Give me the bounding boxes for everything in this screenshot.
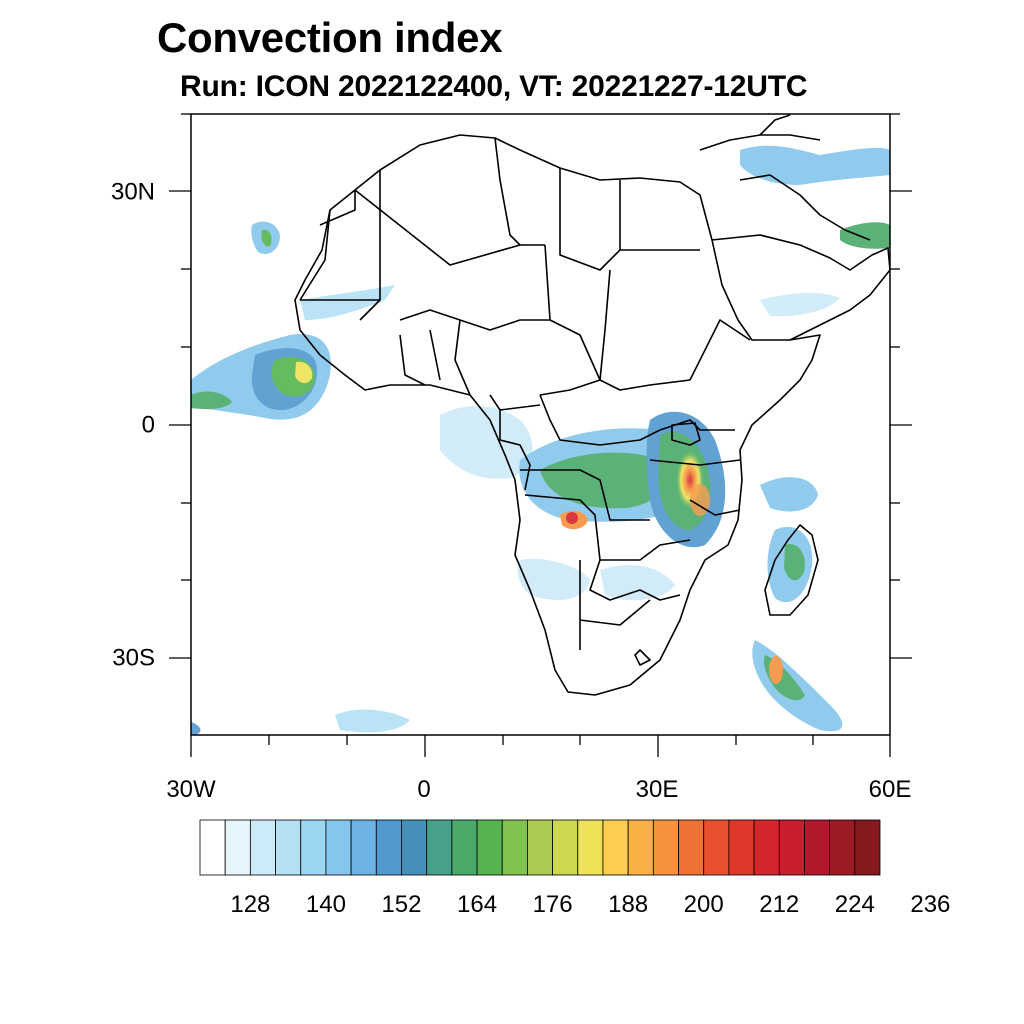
- longitude-label: 30W: [166, 776, 216, 803]
- colorbar-swatch: [224, 819, 251, 876]
- colorbar-swatch: [804, 819, 831, 876]
- colorbar-tick-label: 176: [533, 891, 573, 918]
- colorbar: [199, 819, 881, 876]
- colorbar-tick-labels: 128 140 152 164 176 188 200 212 224 236: [230, 891, 950, 918]
- colorbar-tick-label: 236: [910, 891, 950, 918]
- colorbar-swatch: [501, 819, 528, 876]
- colorbar-swatch: [678, 819, 705, 876]
- longitude-label: 0: [417, 776, 430, 803]
- colorbar-tick-label: 164: [457, 891, 497, 918]
- latitude-labels: 30N 0 30S: [111, 179, 155, 672]
- colorbar-swatch: [350, 819, 377, 876]
- map-frame: [169, 113, 912, 757]
- colorbar-swatch: [753, 819, 780, 876]
- colorbar-tick-label: 188: [608, 891, 648, 918]
- colorbar-swatch: [527, 819, 553, 876]
- colorbar-swatch: [426, 819, 453, 876]
- colorbar-swatch: [476, 819, 503, 876]
- colorbar-swatch: [627, 819, 654, 876]
- colorbar-tick-label: 140: [306, 891, 346, 918]
- latitude-label: 30S: [112, 644, 155, 671]
- longitude-label: 30E: [636, 776, 679, 803]
- map-title: Convection index: [157, 14, 503, 61]
- longitude-label: 60E: [869, 776, 912, 803]
- colorbar-tick-label: 200: [684, 891, 724, 918]
- colorbar-tick-label: 224: [835, 891, 875, 918]
- convection-field: [191, 145, 890, 735]
- latitude-label: 0: [142, 412, 155, 439]
- colorbar-tick-label: 128: [230, 891, 270, 918]
- longitude-labels: 30W 0 30E 60E: [166, 776, 911, 803]
- colorbar-tick-label: 152: [381, 891, 421, 918]
- colorbar-swatch: [577, 819, 604, 876]
- colorbar-swatch: [778, 819, 805, 876]
- colorbar-swatch: [300, 819, 327, 876]
- colorbar-swatch: [325, 819, 352, 876]
- colorbar-swatch: [602, 819, 629, 876]
- colorbar-swatch: [652, 819, 679, 876]
- colorbar-tick-label: 212: [759, 891, 799, 918]
- coastlines: [294, 114, 890, 696]
- colorbar-swatch: [829, 819, 856, 876]
- colorbar-swatch: [199, 819, 226, 876]
- map-subtitle: Run: ICON 2022122400, VT: 20221227-12UTC: [180, 70, 808, 103]
- latitude-label: 30N: [111, 179, 155, 206]
- colorbar-swatch: [401, 819, 428, 876]
- colorbar-swatch: [854, 819, 881, 876]
- colorbar-swatch: [451, 819, 478, 876]
- colorbar-swatch: [728, 819, 755, 876]
- colorbar-swatch: [552, 819, 579, 876]
- colorbar-swatch: [275, 819, 302, 876]
- colorbar-swatch: [703, 819, 730, 876]
- colorbar-swatch: [375, 819, 402, 876]
- colorbar-swatch: [249, 819, 276, 876]
